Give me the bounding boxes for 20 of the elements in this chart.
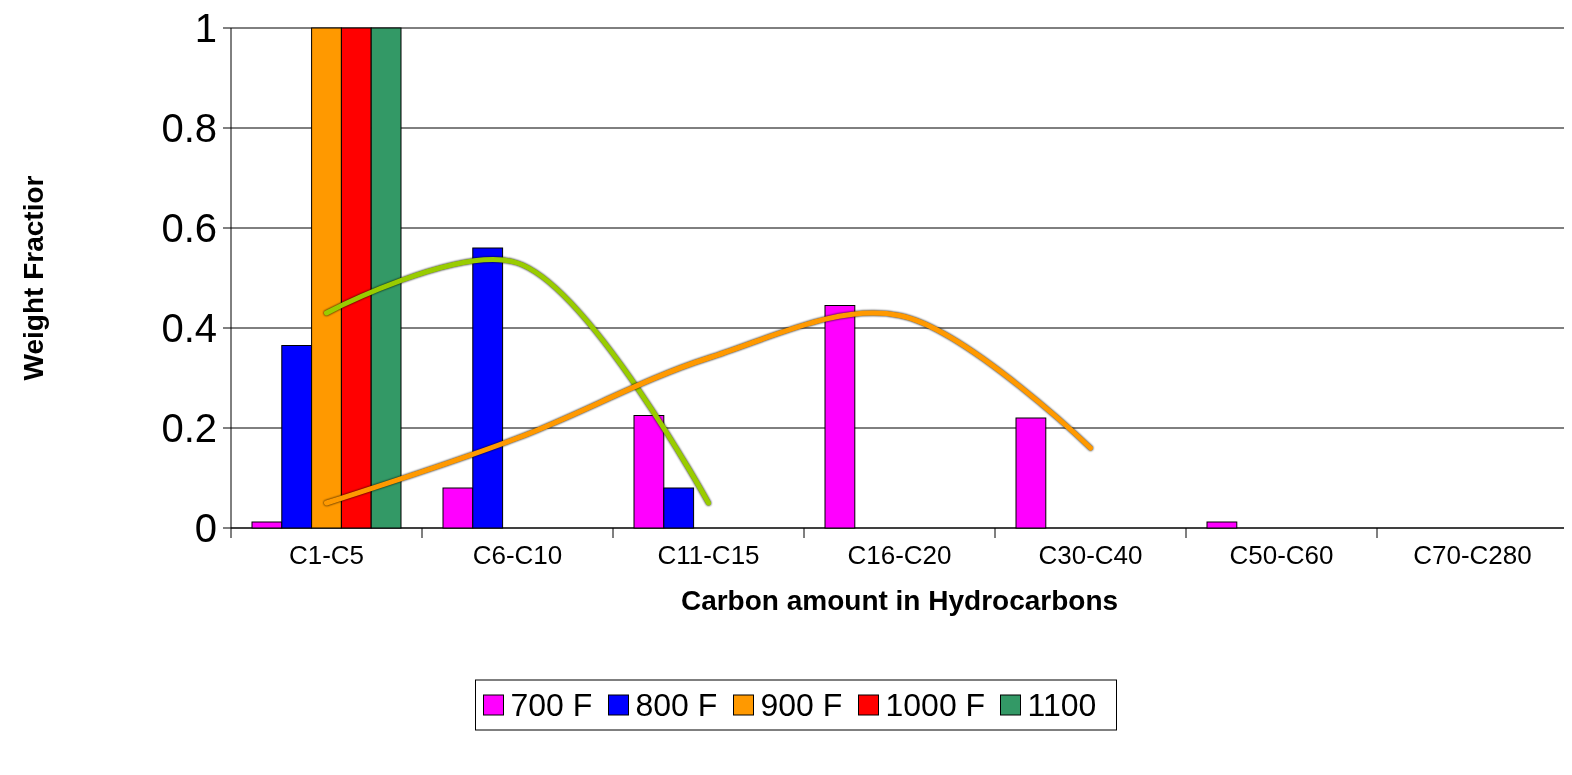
x-tick-label: C30-C40 — [1038, 540, 1143, 570]
x-tick-label: C50-C60 — [1229, 540, 1334, 570]
y-tick-label: 1 — [194, 6, 217, 50]
y-tick-label: 0 — [194, 506, 217, 550]
x-tick-label: C11-C15 — [657, 540, 760, 570]
x-tick-label: C6-C10 — [472, 540, 563, 570]
legend-label: 800 F — [635, 687, 718, 724]
y-tick-label: 0.2 — [161, 406, 217, 450]
x-tick-label: C1-C5 — [288, 540, 365, 570]
legend-label: 900 F — [760, 687, 843, 724]
y-tick-label: 0.4 — [161, 306, 217, 350]
y-tick-label: 0.8 — [161, 106, 217, 150]
x-tick-label: C70-C280 — [1413, 540, 1532, 570]
x-tick-label: C16-C20 — [847, 540, 952, 570]
y-axis-title: Weight Fractior — [18, 175, 49, 381]
legend-label: 1000 F — [885, 687, 986, 724]
x-axis-title: Carbon amount in Hydrocarbons — [680, 585, 1119, 616]
legend-label: 1100 — [1027, 687, 1097, 724]
legend-label: 700 F — [510, 687, 593, 724]
y-tick-label: 0.6 — [161, 206, 217, 250]
